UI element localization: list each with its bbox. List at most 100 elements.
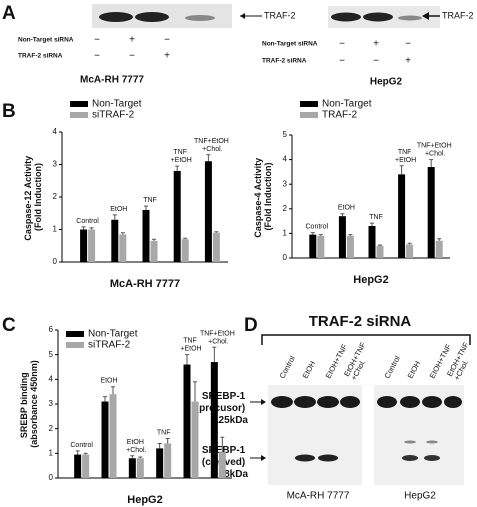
category-label: EtOH <box>100 378 117 385</box>
chart: 0 1 2 3 4 5 6 SREBP binding (absorbance 450nm) H… <box>19 325 236 506</box>
panel-letter: B <box>2 101 16 122</box>
legend-swatch <box>70 101 88 107</box>
bar <box>210 362 218 478</box>
bar <box>74 454 82 478</box>
y-tick-label: 6 <box>49 325 54 334</box>
blot-a-left: TRAF-2 Non-Target siRNA TRAF-2 siRNA − +… <box>18 4 296 86</box>
error-bar <box>111 386 115 395</box>
error-bar <box>193 381 197 402</box>
row-label: Non-Target siRNA <box>262 41 318 48</box>
x-axis-label: HepG2 <box>127 494 162 506</box>
category-label: TNF +EtOH <box>171 149 192 164</box>
panel-letter: C <box>2 315 16 336</box>
arrow-head <box>261 399 266 405</box>
panel-letter: D <box>244 315 258 336</box>
bar <box>212 232 220 262</box>
bar <box>101 401 109 478</box>
bar <box>109 394 117 478</box>
legend-label: TRAF-2 <box>322 110 357 121</box>
error-bar <box>399 165 404 175</box>
category-label: TNF +EtOH <box>180 338 201 353</box>
error-bar <box>407 242 412 245</box>
legend-swatch <box>66 331 84 337</box>
blot-band <box>331 12 361 22</box>
row-label: Non-Target siRNA <box>18 37 74 44</box>
bar <box>82 454 90 478</box>
blot-band <box>422 396 442 408</box>
sign: − <box>405 39 411 50</box>
row-label: TRAF-2 siRNA <box>18 53 63 60</box>
sign: + <box>405 56 411 67</box>
category-label: EtOH +Chol. <box>126 439 146 454</box>
arrow-head <box>240 13 245 19</box>
category-label: EtOH <box>338 205 355 212</box>
sign: − <box>94 35 100 46</box>
error-bar <box>212 346 217 363</box>
category-label: TNF+EtOH +Chol. <box>417 142 454 157</box>
error-bar <box>83 452 88 455</box>
error-bar <box>220 436 225 453</box>
category-label: EtOH <box>110 206 127 213</box>
cell-line: McA-RH 7777 <box>287 491 350 502</box>
bar <box>406 244 414 258</box>
y-tick-label: 4 <box>53 127 58 136</box>
bracket <box>261 334 471 345</box>
y-tick-label: 4 <box>49 374 54 383</box>
category-label: TNF <box>157 429 171 436</box>
cell-line: HepG2 <box>404 491 436 502</box>
error-bar <box>89 227 94 230</box>
error-bar <box>152 238 156 241</box>
blot-band <box>340 396 360 408</box>
error-bar <box>165 438 170 444</box>
lane-label: EtOH+TNF +Chol. <box>342 339 376 382</box>
legend-swatch <box>70 112 88 118</box>
error-bar <box>437 238 442 241</box>
error-bar <box>157 442 162 449</box>
bar <box>191 401 199 478</box>
sign: − <box>129 51 135 62</box>
blot-band <box>424 455 440 461</box>
legend-swatch <box>66 342 84 348</box>
error-bar <box>378 244 382 246</box>
sign: − <box>373 56 379 67</box>
y-tick-label: 5 <box>283 130 288 139</box>
bar <box>119 234 127 262</box>
blot-band <box>426 440 438 444</box>
bar <box>309 234 317 258</box>
category-label: Control <box>70 442 93 449</box>
sign: − <box>339 56 345 67</box>
blot-a-right: TRAF-2 Non-Target siRNA TRAF-2 siRNA − +… <box>262 6 474 88</box>
blot-band <box>185 15 215 21</box>
bar <box>150 240 158 262</box>
y-tick-label: 1 <box>283 229 288 238</box>
bar <box>80 229 88 262</box>
error-bar <box>81 226 86 230</box>
y-axis-label: Caspase-12 Activity (Fold Induction) <box>23 153 43 240</box>
y-axis-label: Caspase-4 Activity (Fold Induction) <box>253 155 273 237</box>
x-axis-label: McA-RH 7777 <box>110 278 180 290</box>
sign: − <box>164 35 170 46</box>
blot-band <box>271 396 293 408</box>
y-tick-label: 0 <box>53 257 58 266</box>
error-bar <box>130 455 135 459</box>
sign: + <box>373 39 379 50</box>
bar <box>317 235 325 258</box>
cell-line: HepG2 <box>370 77 403 88</box>
bar <box>164 443 172 478</box>
y-tick-label: 3 <box>283 179 288 188</box>
error-bar <box>214 231 219 233</box>
error-bar <box>75 450 80 455</box>
error-bar <box>429 159 434 167</box>
category-label: Control <box>306 224 329 231</box>
bar <box>398 174 406 258</box>
blot-band <box>317 396 339 408</box>
arrow-head <box>422 12 429 20</box>
row-label: TRAF-2 siRNA <box>262 58 307 65</box>
cell-line: McA-RH 7777 <box>80 75 144 86</box>
bar <box>128 458 136 478</box>
error-bar <box>348 234 353 236</box>
category-label: Control <box>76 218 99 225</box>
blot-band <box>363 12 393 22</box>
category-label: TNF+EtOH +Chol. <box>200 330 237 345</box>
